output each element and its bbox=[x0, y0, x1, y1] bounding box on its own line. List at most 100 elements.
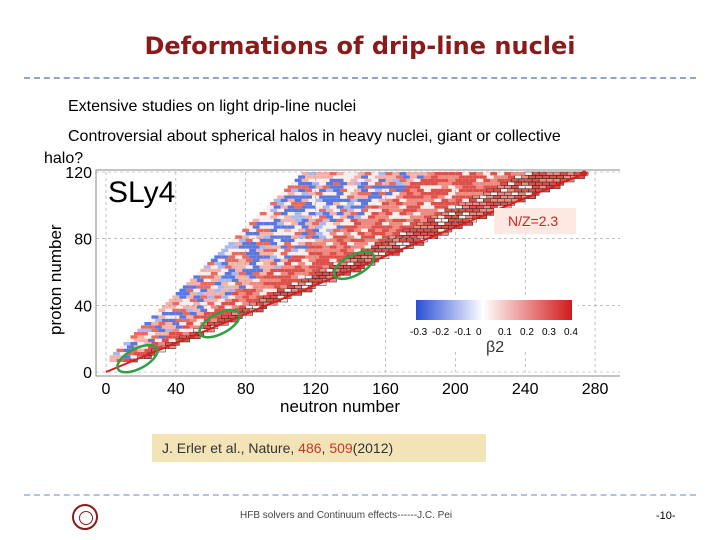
nuclide-cell bbox=[214, 262, 222, 266]
nuclide-cell bbox=[357, 192, 365, 196]
nuclide-cell bbox=[336, 232, 344, 236]
nuclide-cell bbox=[147, 338, 155, 342]
nuclide-cell bbox=[479, 208, 488, 213]
nuclide-cell bbox=[430, 215, 439, 219]
nuclide-cell bbox=[270, 262, 278, 266]
nuclide-cell bbox=[427, 212, 435, 216]
nuclide-cell bbox=[266, 285, 274, 289]
nuclide-cell bbox=[235, 275, 243, 279]
nuclide-cell bbox=[308, 198, 316, 202]
nuclide-cell bbox=[336, 245, 344, 249]
nuclide-cell bbox=[319, 242, 327, 246]
nuclide-cell bbox=[514, 181, 522, 186]
nuclide-cell bbox=[249, 262, 257, 266]
nuclide-cell bbox=[333, 182, 341, 186]
nuclide-cell bbox=[322, 245, 330, 249]
nuclide-cell bbox=[361, 182, 368, 186]
nuclide-cell bbox=[385, 205, 393, 209]
nuclide-cell bbox=[479, 201, 488, 206]
nuclide-cell bbox=[284, 228, 292, 232]
nuclide-cell bbox=[402, 235, 411, 239]
nuclide-cell bbox=[217, 258, 225, 262]
nuclide-cell bbox=[430, 175, 438, 179]
nuclide-cell bbox=[266, 205, 274, 209]
nuclide-cell bbox=[284, 262, 292, 266]
nuclide-cell bbox=[483, 205, 491, 209]
bullet-heavy-halos: Controversial about spherical halos in h… bbox=[68, 128, 561, 145]
nuclide-cell bbox=[308, 258, 316, 262]
nuclide-cell bbox=[210, 292, 218, 296]
nuclide-cell bbox=[224, 278, 232, 282]
nuclide-cell bbox=[144, 342, 152, 346]
nuclide-cell bbox=[441, 185, 449, 189]
nuclide-cell bbox=[374, 241, 383, 246]
nuclide-cell bbox=[374, 208, 382, 212]
nuclide-cell bbox=[287, 218, 295, 222]
nuclide-cell bbox=[347, 202, 355, 206]
nuclide-cell bbox=[294, 212, 302, 216]
nuclide-cell bbox=[210, 265, 218, 269]
nuclide-cell bbox=[249, 242, 257, 246]
nuclide-cell bbox=[235, 242, 243, 246]
nuclide-cell bbox=[291, 182, 299, 186]
nuclide-cell bbox=[161, 305, 169, 309]
nuclide-cell bbox=[186, 282, 194, 286]
nuclide-cell bbox=[214, 295, 222, 299]
nuclide-cell bbox=[409, 188, 417, 192]
nuclide-cell bbox=[437, 188, 445, 192]
nuclide-cell bbox=[392, 205, 400, 209]
nuclide-cell bbox=[196, 285, 204, 289]
nuclide-cell bbox=[294, 272, 302, 276]
nuclide-cell bbox=[231, 298, 239, 302]
nuclide-cell bbox=[329, 225, 337, 229]
nuclide-cell bbox=[287, 272, 295, 276]
nuclide-cell bbox=[336, 238, 344, 242]
nuclide-cell bbox=[497, 191, 505, 196]
nuclide-cell bbox=[326, 228, 334, 232]
nuclide-cell bbox=[364, 178, 372, 182]
nuclide-cell bbox=[161, 332, 169, 336]
x-tick-label: 0 bbox=[102, 381, 111, 398]
nuclide-cell bbox=[231, 238, 239, 242]
nuclide-cell bbox=[378, 218, 386, 222]
nuclide-cell bbox=[284, 202, 292, 206]
nuclide-cell bbox=[235, 295, 243, 299]
nuclide-cell bbox=[200, 315, 208, 319]
nuclide-cell bbox=[126, 352, 134, 356]
nuclide-cell bbox=[298, 188, 306, 192]
nuclide-cell bbox=[368, 208, 375, 212]
nuclide-cell bbox=[392, 198, 400, 202]
nuclide-cell bbox=[378, 225, 386, 229]
nuclide-cell bbox=[364, 238, 372, 242]
nuclide-cell bbox=[287, 192, 295, 196]
nuclide-cell bbox=[444, 202, 452, 206]
nuclide-cell bbox=[231, 258, 239, 262]
nuclide-cell bbox=[504, 172, 512, 176]
nuclide-cell bbox=[333, 175, 341, 179]
nuclide-cell bbox=[228, 268, 236, 272]
nuclide-cell bbox=[305, 195, 313, 199]
nuclide-cell bbox=[263, 268, 271, 272]
nuclide-cell bbox=[409, 215, 417, 219]
nuclide-cell bbox=[249, 228, 257, 232]
nuclide-cell bbox=[458, 195, 466, 199]
nuclide-cell bbox=[437, 175, 445, 179]
nuclide-cell bbox=[462, 205, 470, 209]
nuclide-cell bbox=[392, 178, 400, 182]
nuclide-cell bbox=[395, 208, 403, 212]
nuclide-cell bbox=[298, 215, 306, 219]
page-number: -10- bbox=[656, 510, 676, 522]
nuclide-cell bbox=[357, 172, 365, 176]
nuclide-cell bbox=[266, 225, 274, 229]
nuclide-cell bbox=[217, 278, 225, 282]
x-tick-label: 200 bbox=[442, 381, 469, 398]
nuclide-cell bbox=[301, 198, 309, 202]
nuclide-cell bbox=[354, 188, 362, 192]
nuclide-cell bbox=[238, 265, 246, 269]
nuclide-cell bbox=[448, 205, 456, 209]
nuclide-cell bbox=[305, 268, 313, 272]
nuclide-cell bbox=[326, 248, 334, 252]
y-tick-label: 120 bbox=[65, 165, 92, 182]
nuclide-cell bbox=[395, 222, 403, 226]
nuclide-cell bbox=[284, 275, 292, 279]
